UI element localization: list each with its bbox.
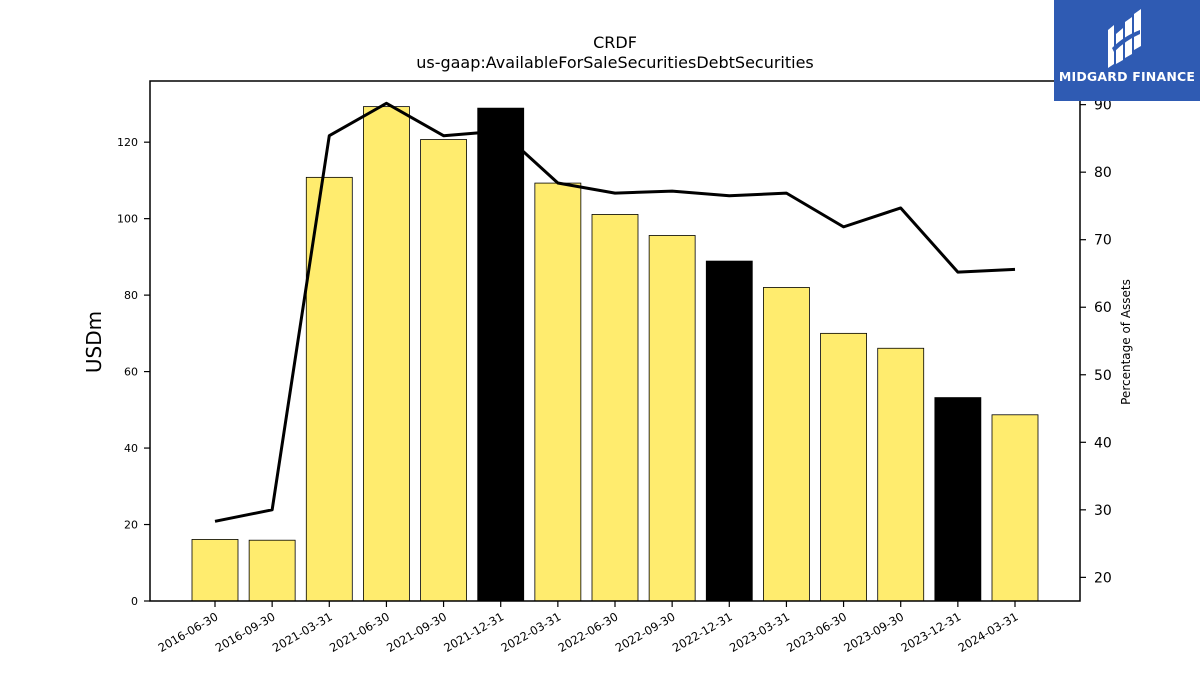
brand-logo-text: MIDGARD FINANCE — [1058, 69, 1196, 84]
y2-tick-label: 20 — [1094, 570, 1112, 586]
x-tick-label: 2024-03-31 — [956, 609, 1021, 655]
x-tick-label: 2021-06-30 — [327, 609, 392, 655]
x-tick-label: 2022-03-31 — [498, 609, 563, 655]
y-tick-label: 20 — [124, 519, 138, 532]
bar-2023-09-30 — [877, 347, 925, 602]
x-tick-label: 2023-09-30 — [841, 609, 906, 655]
chart-subtitle: us-gaap:AvailableForSaleSecuritiesDebtSe… — [416, 53, 814, 72]
percentage-line — [214, 101, 1016, 523]
x-tick-label: 2021-03-31 — [270, 609, 335, 655]
bar-2021-09-30 — [420, 139, 467, 602]
x-tick-label: 2022-12-31 — [670, 609, 735, 655]
chart-title: CRDF — [593, 33, 637, 52]
x-tick-label: 2016-06-30 — [156, 609, 221, 655]
y2-tick-label: 30 — [1094, 503, 1112, 519]
y2-tick-label: 60 — [1094, 300, 1112, 316]
bar-2016-06-30 — [191, 539, 239, 602]
line-series — [214, 101, 1016, 523]
bar-2023-06-30 — [820, 332, 867, 602]
bar-2024-03-31 — [991, 414, 1039, 602]
x-tick-label: 2022-09-30 — [613, 609, 678, 655]
y-axis-label: USDm — [82, 311, 106, 373]
x-tick-label: 2016-09-30 — [213, 609, 278, 655]
bar-2021-03-31 — [305, 176, 353, 602]
x-tick-label: 2021-12-31 — [441, 609, 506, 655]
bar-2023-03-31 — [763, 287, 810, 602]
bar-2022-03-31 — [534, 182, 582, 602]
y2-tick-label: 50 — [1094, 368, 1112, 384]
bar-2021-06-30 — [363, 106, 410, 602]
x-tick-label: 2021-09-30 — [384, 609, 449, 655]
y-tick-label: 40 — [124, 442, 138, 455]
x-tick-label: 2023-03-31 — [727, 609, 792, 655]
y2-tick-label: 80 — [1094, 165, 1112, 181]
y2-axis-label: Percentage of Assets — [1119, 279, 1133, 405]
bar-2022-12-31 — [705, 260, 753, 602]
y-tick-label: 0 — [131, 595, 138, 608]
x-tick-label: 2023-06-30 — [784, 609, 849, 655]
y2-tick-label: 90 — [1094, 98, 1112, 114]
y2-tick-label: 40 — [1094, 435, 1112, 451]
bar-2023-12-31 — [934, 397, 982, 602]
y-tick-label: 60 — [124, 366, 138, 379]
y-tick-label: 120 — [117, 136, 138, 149]
brand-logo: MIDGARD FINANCE — [1054, 0, 1200, 101]
bars — [191, 106, 1039, 602]
x-tick-label: 2022-06-30 — [556, 609, 621, 655]
bar-2022-09-30 — [648, 235, 696, 602]
bar-2021-12-31 — [477, 107, 525, 602]
y2-tick-label: 70 — [1094, 233, 1112, 249]
x-tick-label: 2023-12-31 — [898, 609, 963, 655]
y-tick-label: 80 — [124, 289, 138, 302]
bar-2016-09-30 — [248, 539, 296, 602]
y-tick-label: 100 — [117, 213, 138, 226]
bar-2022-06-30 — [591, 214, 639, 602]
brand-mark-icon — [1108, 9, 1141, 68]
